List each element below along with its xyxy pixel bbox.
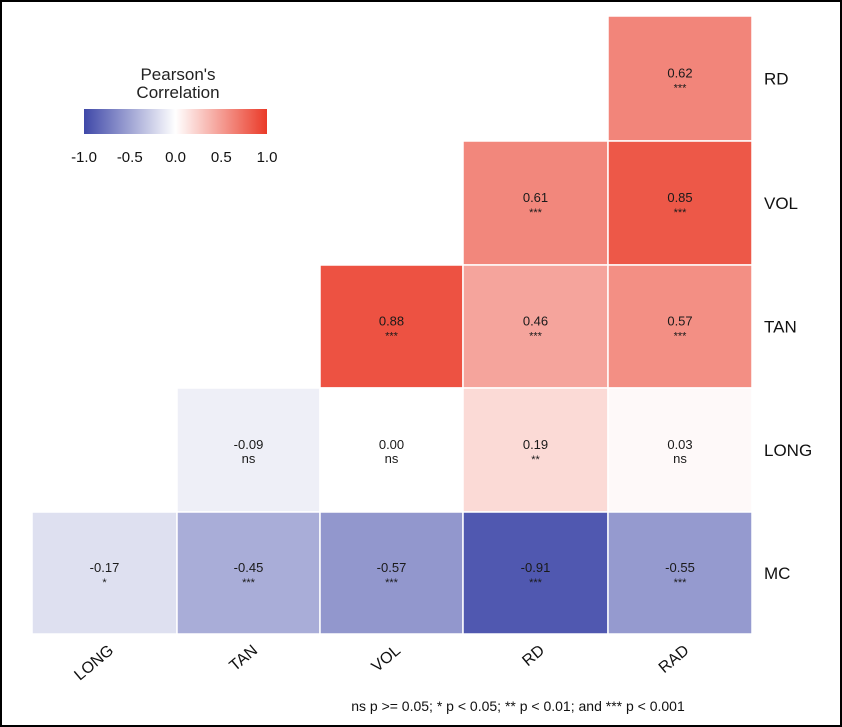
cell-significance-label: ns <box>673 451 687 466</box>
heatmap-cell-rd-tan: 0.46 *** <box>462 264 609 389</box>
cell-value-label: -0.91 <box>521 560 551 575</box>
legend-tick-label: -1.0 <box>71 149 97 166</box>
heatmap-cell-rd-vol: 0.61 *** <box>462 140 609 266</box>
cell-rect <box>607 264 753 389</box>
cell-significance-label: *** <box>674 577 688 589</box>
cell-value-label: 0.00 <box>379 437 404 452</box>
heatmap-cell-rad-tan: 0.57 *** <box>607 264 753 389</box>
heatmap-cell-tan-mc: -0.45 *** <box>176 511 321 635</box>
cell-value-label: 0.61 <box>523 190 548 205</box>
cell-value-label: -0.45 <box>234 560 264 575</box>
cell-value-label: -0.55 <box>665 560 695 575</box>
cell-rect <box>607 140 753 266</box>
legend-tick-label: 0.0 <box>165 149 186 166</box>
cell-significance-label: *** <box>529 577 543 589</box>
legend-tick-label: 1.0 <box>257 149 278 166</box>
cell-value-label: -0.57 <box>377 560 407 575</box>
cell-rect <box>462 140 609 266</box>
cell-significance-label: *** <box>385 577 399 589</box>
footnote: ns p >= 0.05; * p < 0.05; ** p < 0.01; a… <box>351 698 685 714</box>
heatmap-cell-rd-mc: -0.91 *** <box>462 511 609 635</box>
heatmap-cell-rd-long: 0.19 ** <box>462 387 609 513</box>
cell-significance-label: *** <box>242 577 256 589</box>
y-tick-label: MC <box>764 564 790 583</box>
legend: Pearson's Correlation -1.0 -0.5 0.0 0.5 1.0 <box>71 65 277 166</box>
x-tick-label: RAD <box>656 642 693 677</box>
cell-rect <box>319 264 464 389</box>
cell-significance-label: *** <box>674 207 688 219</box>
cell-value-label: 0.62 <box>667 66 692 81</box>
cell-significance-label: ns <box>242 451 256 466</box>
heatmap-cell-rad-rd: 0.62 *** <box>607 15 753 142</box>
cell-rect <box>31 511 178 635</box>
cell-rect <box>176 387 321 513</box>
y-tick-label: LONG <box>764 441 812 460</box>
x-tick-label: VOL <box>369 642 405 676</box>
cell-significance-label: *** <box>674 83 688 95</box>
cell-value-label: 0.85 <box>667 190 692 205</box>
heatmap-cell-vol-tan: 0.88 *** <box>319 264 464 389</box>
cell-rect <box>462 387 609 513</box>
cell-value-label: 0.57 <box>667 314 692 329</box>
heatmap-cell-vol-mc: -0.57 *** <box>319 511 464 635</box>
heatmap-cell-rad-vol: 0.85 *** <box>607 140 753 266</box>
y-tick-label: VOL <box>764 194 798 213</box>
cell-significance-label: *** <box>385 331 399 343</box>
y-tick-label: RD <box>764 70 789 89</box>
legend-title-line2: Correlation <box>136 83 219 102</box>
cell-rect <box>607 387 753 513</box>
cell-value-label: 0.88 <box>379 314 404 329</box>
x-tick-label: LONG <box>71 642 117 684</box>
cell-value-label: -0.17 <box>90 560 120 575</box>
x-tick-label: TAN <box>227 642 262 675</box>
cell-value-label: -0.09 <box>234 437 264 452</box>
cell-significance-label: ns <box>385 451 399 466</box>
cell-value-label: 0.46 <box>523 314 548 329</box>
cell-rect <box>607 511 753 635</box>
y-tick-label: TAN <box>764 318 797 337</box>
legend-tick-label: -0.5 <box>117 149 143 166</box>
cell-rect <box>319 387 464 513</box>
legend-title-line1: Pearson's <box>140 65 215 84</box>
heatmap-cell-long-mc: -0.17 * <box>31 511 178 635</box>
legend-tick-label: 0.5 <box>211 149 232 166</box>
cell-significance-label: *** <box>674 331 688 343</box>
legend-colorbar <box>84 109 267 134</box>
heatmap-cell-rad-mc: -0.55 *** <box>607 511 753 635</box>
cell-value-label: 0.03 <box>667 437 692 452</box>
x-tick-label: RD <box>519 642 548 670</box>
cell-value-label: 0.19 <box>523 437 548 452</box>
cell-rect <box>462 511 609 635</box>
cell-significance-label: *** <box>529 207 543 219</box>
cell-significance-label: ** <box>531 454 540 466</box>
cell-rect <box>176 511 321 635</box>
cell-significance-label: * <box>102 577 107 589</box>
cell-significance-label: *** <box>529 331 543 343</box>
cell-rect <box>319 511 464 635</box>
